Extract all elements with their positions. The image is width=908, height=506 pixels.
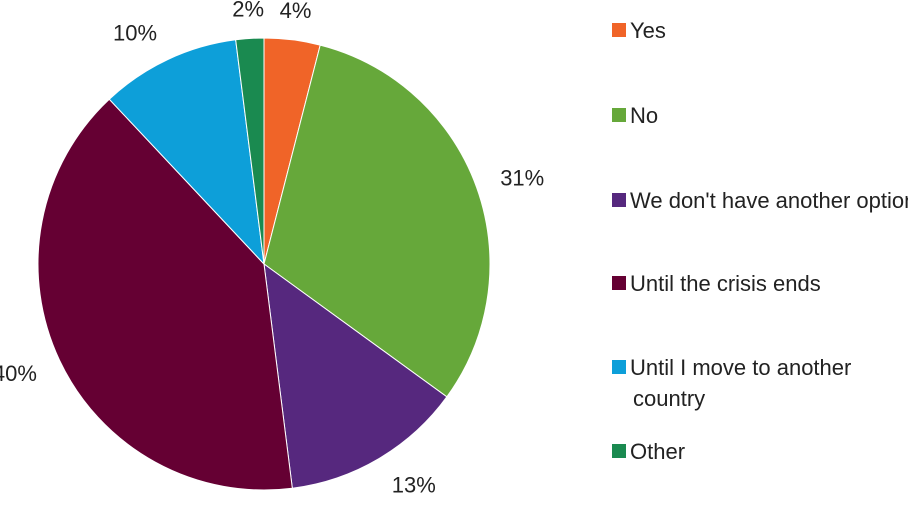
data-label-until-the-crisis-ends: 40% — [0, 361, 37, 386]
legend-item-we-don-t-have-another-option: We don't have another option — [612, 188, 908, 213]
legend-item-yes: Yes — [612, 18, 666, 43]
legend: Yes No We don't have another option Until t… — [612, 18, 908, 464]
legend-swatch-until-i-move-to-another-country — [612, 360, 626, 374]
legend-item-until-the-crisis-ends: Until the crisis ends — [612, 271, 821, 296]
legend-item-no: No — [612, 103, 658, 128]
legend-label-yes: Yes — [630, 18, 666, 43]
data-label-yes: 4% — [280, 0, 312, 23]
pie-slices — [37, 37, 491, 491]
legend-swatch-until-the-crisis-ends — [612, 276, 626, 290]
legend-label-no: No — [630, 103, 658, 128]
data-label-no: 31% — [500, 165, 544, 190]
pie-slice-until-i-move-to-another-country — [108, 39, 265, 266]
legend-swatch-no — [612, 108, 626, 122]
pie-slice-we-don-t-have-another-option — [263, 262, 448, 489]
legend-item-until-i-move-to-another-country: Until I move to another country — [612, 355, 851, 411]
pie-slice-other — [235, 37, 265, 265]
legend-swatch-other — [612, 444, 626, 458]
legend-item-other: Other — [612, 439, 685, 464]
pie-slice-until-the-crisis-ends — [37, 98, 293, 491]
legend-label-other: Other — [630, 439, 685, 464]
data-label-until-i-move-to-another-country: 10% — [113, 20, 157, 45]
data-label-other: 2% — [232, 0, 264, 22]
legend-label-until-the-crisis-ends: Until the crisis ends — [630, 271, 821, 296]
data-label-we-don-t-have-another-option: 13% — [392, 472, 436, 497]
legend-label-we-don-t-have-another-option: We don't have another option — [630, 188, 908, 213]
legend-swatch-we-don-t-have-another-option — [612, 193, 626, 207]
pie-slice-no — [263, 44, 491, 398]
legend-label-until-i-move-to-another-country: Until I move to another country — [630, 355, 851, 411]
legend-swatch-yes — [612, 23, 626, 37]
pie-data-labels: 4% 31% 13% 40% 10% 2% — [0, 0, 544, 497]
